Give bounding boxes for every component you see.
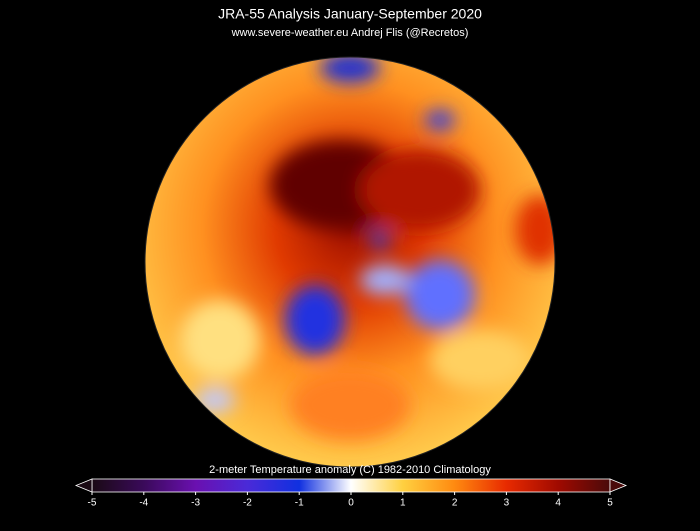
colorbar-tick-label: 0 [348, 498, 354, 509]
colorbar-tick-label: -3 [191, 498, 200, 509]
colorbar-max-arrow [609, 478, 628, 493]
colorbar-tick-label: -5 [88, 498, 97, 509]
colorbar-label: 2-meter Temperature anomaly (C) 1982-201… [209, 464, 491, 476]
colorbar-tick-label: -1 [295, 498, 304, 509]
colorbar-tick-label: 4 [555, 498, 561, 509]
colorbar-tick-label: 3 [504, 498, 510, 509]
colorbar-tick-label: -2 [243, 498, 252, 509]
colorbar-tick-label: -4 [139, 498, 148, 509]
colorbar-tick-label: 1 [400, 498, 406, 509]
colorbar-tick-label: 2 [452, 498, 458, 509]
colorbar-tick-label: 5 [607, 498, 613, 509]
colorbar-bar [91, 478, 611, 493]
globe-edge [144, 56, 556, 468]
colorbar: -5 -4 -3 -2 -1 0 1 2 3 4 5 [74, 478, 628, 509]
title: JRA-55 Analysis January-September 2020 [218, 6, 482, 22]
colorbar-min-arrow [74, 478, 93, 493]
globe [145, 57, 555, 467]
subtitle: www.severe-weather.eu Andrej Flis (@Recr… [231, 27, 469, 39]
